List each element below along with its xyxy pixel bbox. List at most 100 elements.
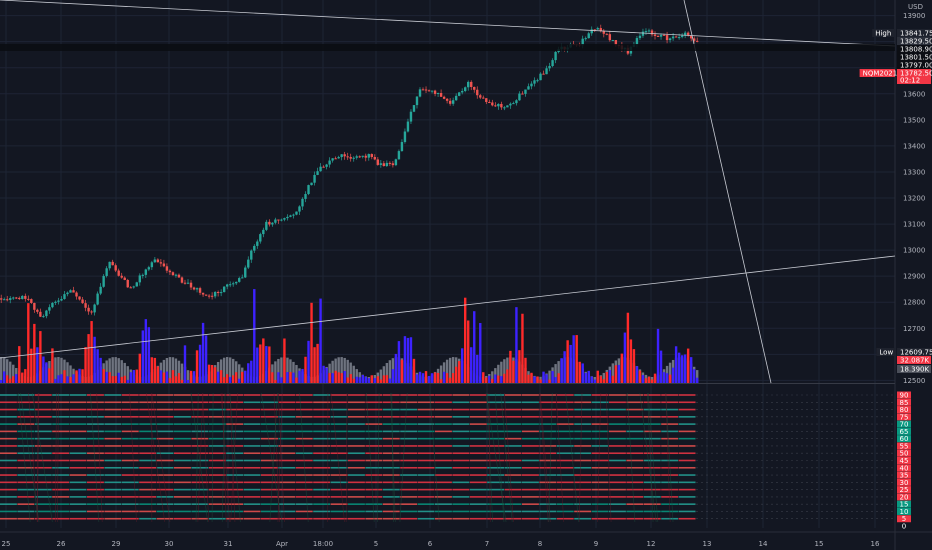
volume-bar [596,370,599,383]
oscillator-segment [121,488,139,491]
oscillator-segment [156,466,174,469]
volume-base-bar [491,371,494,383]
oscillator-segment [522,474,539,476]
oscillator-segment [643,452,661,455]
candle-body [445,98,449,101]
volume-bar [21,372,24,383]
volume-base-bar [117,358,120,383]
oscillator-segment [330,408,348,411]
volume-bar [608,370,612,383]
trend-lines[interactable] [0,0,896,384]
volume-base-bar [557,361,560,383]
volume-bar [445,373,449,383]
oscillator-segment [626,408,644,411]
oscillator-segment [661,423,679,425]
oscillator-segment [487,503,505,505]
candle-body [451,100,455,104]
candle-body [33,302,36,310]
oscillator-segment [330,416,348,418]
oscillator-segment [574,503,592,505]
oscillator-segment [435,517,452,520]
oscillator-segment [487,416,505,418]
oscillator-segment [104,510,122,513]
time-axis[interactable]: 25 26 29 30 31 Apr 18:00 5 6 7 8 9 12 13 14 15 16 [2,540,880,548]
candle-body [295,211,298,215]
oscillator-level-label: 85 [900,399,909,407]
price-label-tag [872,29,895,37]
oscillator-sweep [391,392,394,523]
candle-body [602,31,605,34]
oscillator-segment [69,437,87,440]
volume-bar [54,378,57,383]
oscillator-segment [295,437,313,440]
oscillator-segment [452,394,470,396]
oscillator-segment [34,466,52,469]
oscillator-segment [34,510,52,513]
volume-bar [659,350,663,383]
time-tick-label: 8 [538,540,542,548]
oscillator-segment [382,503,400,505]
oscillator-segment [139,466,157,469]
oscillator-segment [52,474,70,476]
candle-body [584,38,587,40]
oscillator-segment [156,496,174,498]
oscillator-segment [522,401,539,404]
volume-bar [24,369,27,383]
oscillator-segment [278,423,296,425]
oscillator-segment [191,517,209,520]
oscillator-segment [556,488,574,491]
oscillator-segment [382,517,400,520]
oscillator-segment [556,510,574,513]
oscillator-segment [0,459,17,462]
candle-body [545,68,548,75]
candle-body [418,89,422,97]
oscillator-level-label: 60 [900,435,909,443]
volume-bar [689,357,693,383]
volume-bar [168,378,172,383]
candle-body [379,163,383,165]
oscillator-segment [278,481,296,484]
volume-base-bar [9,361,12,383]
volume-bar [352,378,355,383]
oscillator-segment [522,503,539,505]
time-tick-label: 13 [703,540,712,548]
trend-line-steep[interactable] [683,0,772,384]
candle-body [51,302,54,308]
oscillator-segment [487,481,505,484]
price-tick-label: 13400 [903,142,925,150]
price-label-box [897,45,931,53]
volume-bar [72,374,75,383]
volume-bar [467,320,470,383]
oscillator-sweep [647,392,659,523]
oscillator-segment [365,459,383,462]
oscillator-level-label: 25 [900,486,909,494]
oscillator-segment [243,496,261,498]
candle-body [503,107,506,109]
candle-body [424,89,428,91]
volume-bar [117,372,120,383]
oscillator-segment [121,430,139,433]
oscillator-segment [104,488,122,491]
candle-body [521,93,524,95]
oscillator-segment [0,488,17,491]
volume-bar [391,369,395,383]
volume-base-bar [451,357,455,383]
volume-bar [111,376,114,383]
candle-body [494,105,497,107]
time-tick-label: 25 [2,540,11,548]
oscillator-segment [348,503,365,505]
oscillator-segment [330,401,348,404]
oscillator-segment [539,430,557,433]
oscillator-segment [539,416,557,418]
volume-bar [313,347,316,383]
candle-body [530,83,533,87]
volume-bar [584,372,587,383]
volume-base-bar [340,357,343,383]
candle-body [93,304,96,313]
volume-bar [201,322,205,383]
oscillator-segment [330,488,348,491]
volume-bar [641,375,645,383]
oscillator-segment [121,459,139,462]
trend-line-upper[interactable] [0,0,896,47]
